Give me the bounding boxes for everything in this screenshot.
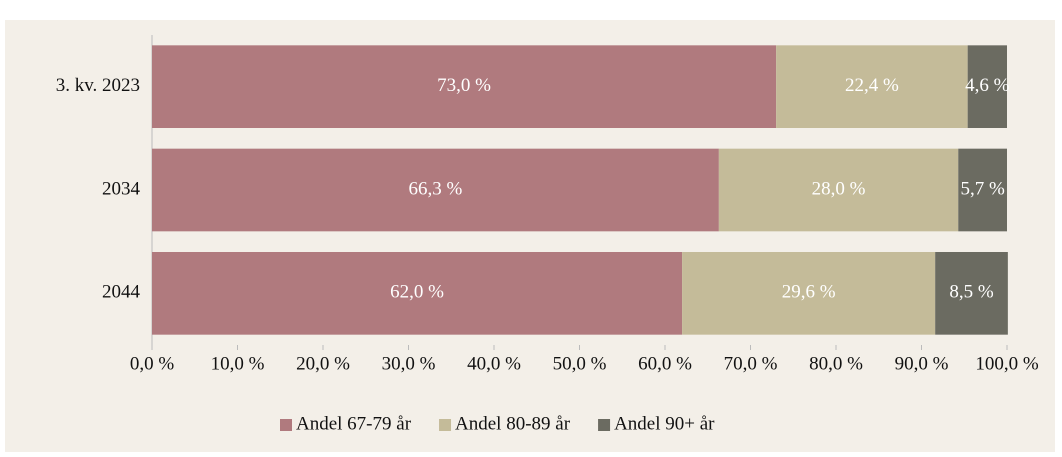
data-label: 66,3 % <box>409 178 463 199</box>
data-label: 22,4 % <box>845 75 899 96</box>
x-tick-label: 80,0 % <box>809 353 863 374</box>
bar-segment <box>958 148 1007 232</box>
bar-segment <box>152 45 777 129</box>
legend-swatch <box>280 419 292 431</box>
x-tick-label: 70,0 % <box>724 353 778 374</box>
data-label: 4,6 % <box>965 75 1010 96</box>
data-label: 8,5 % <box>949 282 994 303</box>
bar-segment <box>718 148 959 232</box>
legend-label: Andel 67-79 år <box>296 413 412 434</box>
data-label: 73,0 % <box>437 75 491 96</box>
bar-segment <box>776 45 968 129</box>
legend-label: Andel 80-89 år <box>455 413 571 434</box>
data-label: 28,0 % <box>812 178 866 199</box>
x-tick-label: 20,0 % <box>296 353 350 374</box>
x-tick-label: 0,0 % <box>130 353 175 374</box>
data-label: 62,0 % <box>390 282 444 303</box>
bar-segment <box>967 45 1007 129</box>
x-tick-label: 30,0 % <box>382 353 436 374</box>
legend-swatch <box>439 419 452 431</box>
legend-label: Andel 90+ år <box>614 413 715 434</box>
bar-segment <box>152 148 719 232</box>
data-label: 5,7 % <box>960 178 1005 199</box>
x-tick-label: 60,0 % <box>638 353 692 374</box>
y-tick-label: 2034 <box>102 178 141 199</box>
x-tick-label: 90,0 % <box>895 353 949 374</box>
x-tick-label: 100,0 % <box>975 353 1039 374</box>
y-tick-label: 3. kv. 2023 <box>56 75 140 96</box>
bar-segment <box>682 252 936 335</box>
x-tick-label: 40,0 % <box>467 353 521 374</box>
bar-segment <box>935 252 1008 335</box>
x-tick-label: 10,0 % <box>211 353 265 374</box>
bar-segment <box>152 252 683 335</box>
data-label: 29,6 % <box>782 282 836 303</box>
legend-swatch <box>598 419 611 431</box>
x-tick-label: 50,0 % <box>553 353 607 374</box>
y-tick-label: 2044 <box>102 282 141 303</box>
